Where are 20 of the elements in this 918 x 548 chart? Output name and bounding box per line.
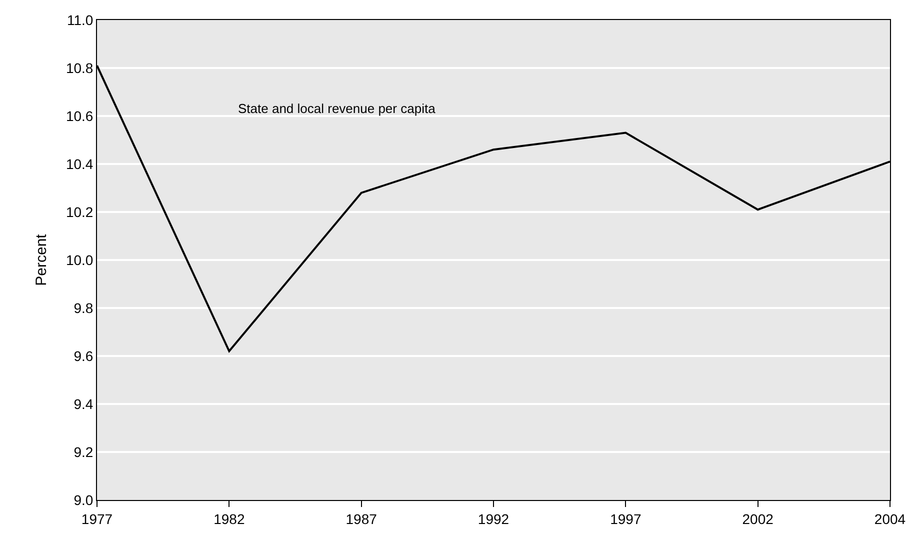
- x-tick-label: 1987: [346, 510, 378, 527]
- y-tick-label: 9.4: [74, 396, 94, 412]
- y-tick-label: 9.8: [74, 300, 94, 316]
- y-tick-label: 10.6: [66, 108, 94, 124]
- x-tick-label: 2004: [874, 510, 906, 527]
- y-tick-label: 11.0: [66, 12, 94, 28]
- y-tick-label: 10.0: [66, 252, 94, 268]
- y-axis-title: Percent: [33, 233, 50, 286]
- y-tick-label: 9.6: [74, 348, 94, 364]
- x-tick-label: 1977: [81, 510, 113, 527]
- y-tick-label: 10.4: [66, 156, 94, 172]
- x-tick-label: 2002: [742, 510, 774, 527]
- x-tick-label: 1982: [214, 510, 245, 527]
- y-tick-label: 9.0: [74, 492, 94, 508]
- y-tick-label: 10.2: [66, 204, 94, 220]
- y-tick-label: 9.2: [74, 444, 94, 460]
- x-tick-label: 1992: [478, 510, 510, 527]
- text: State and local revenue per capita: [238, 101, 436, 116]
- y-tick-label: 10.8: [66, 60, 94, 76]
- x-tick-label: 1997: [610, 510, 642, 527]
